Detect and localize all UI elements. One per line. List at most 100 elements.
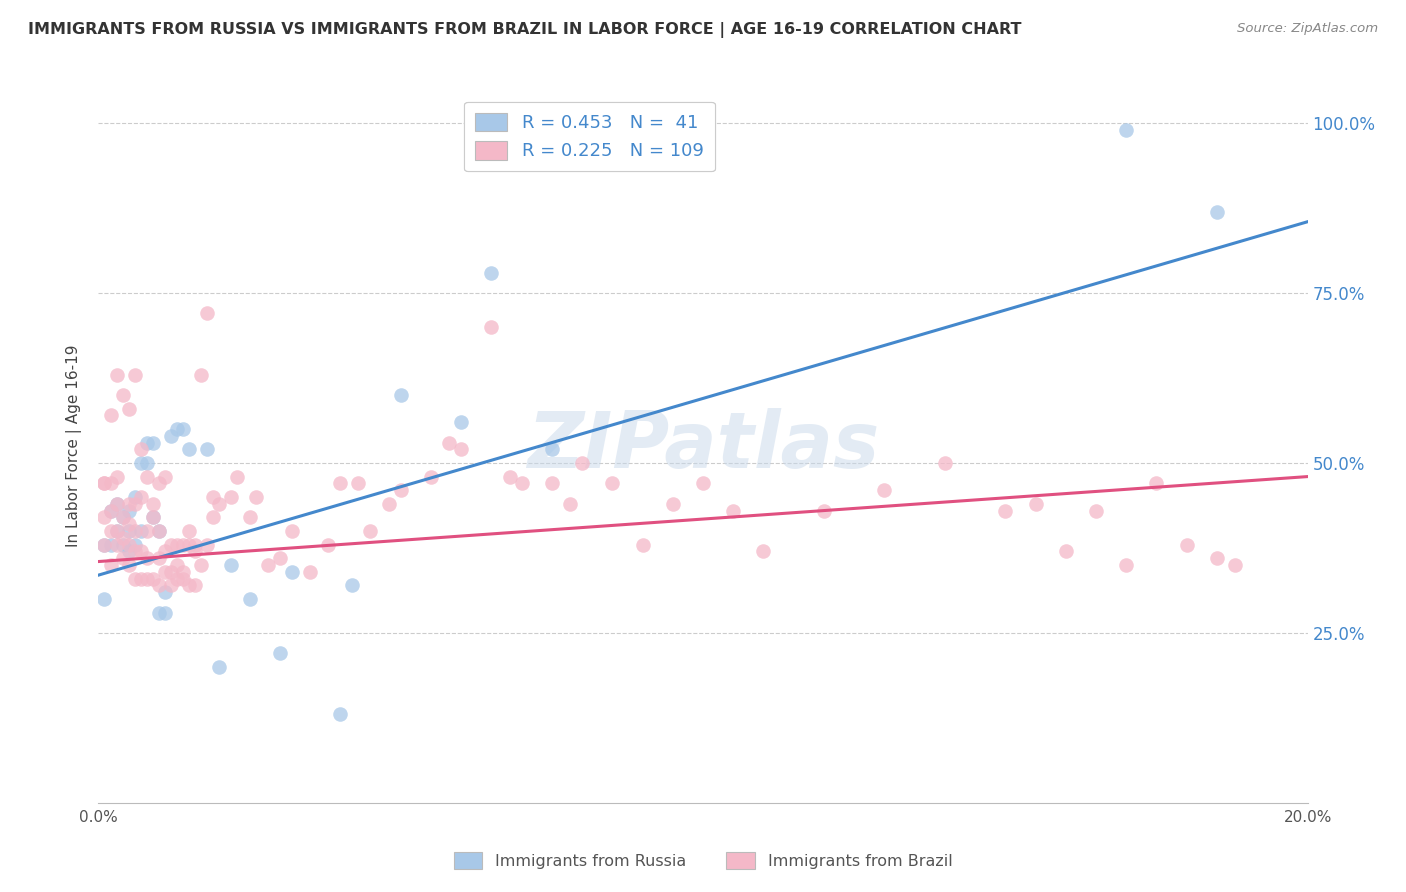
Point (558, 497, 581, 511)
Point (172, 572, 194, 586)
Point (202, 510, 225, 524)
Point (226, 469, 249, 483)
Point (342, 578, 364, 592)
Y-axis label: In Labor Force | Age 16-19: In Labor Force | Age 16-19 (66, 344, 83, 548)
Point (540, 476, 562, 491)
Point (93, 537, 115, 551)
Point (1024, 497, 1046, 511)
Point (148, 606, 170, 620)
Point (111, 510, 134, 524)
Point (1144, 476, 1167, 491)
Text: ZIPatlas: ZIPatlas (527, 408, 879, 484)
Point (631, 537, 654, 551)
Point (195, 442, 218, 457)
Point (105, 497, 128, 511)
Point (692, 476, 714, 491)
Point (118, 517, 141, 532)
Point (389, 388, 412, 402)
Point (148, 476, 170, 491)
Point (111, 531, 134, 545)
Point (269, 646, 291, 660)
Point (179, 537, 201, 551)
Point (510, 476, 533, 491)
Point (100, 524, 122, 538)
Point (1115, 123, 1137, 137)
Point (602, 476, 624, 491)
Point (166, 558, 188, 572)
Point (190, 558, 212, 572)
Point (118, 524, 141, 538)
Point (105, 368, 128, 382)
Point (752, 544, 775, 558)
Point (166, 422, 188, 436)
Point (105, 469, 128, 483)
Point (481, 266, 503, 280)
Point (184, 578, 207, 592)
Point (142, 572, 165, 586)
Point (172, 537, 194, 551)
Point (124, 368, 146, 382)
Point (129, 442, 152, 457)
Point (135, 551, 157, 566)
Point (166, 572, 188, 586)
Point (129, 490, 152, 504)
Point (160, 565, 183, 579)
Point (202, 490, 225, 504)
Point (111, 551, 134, 566)
Point (93, 476, 115, 491)
Point (93, 510, 115, 524)
Point (1223, 558, 1246, 572)
Point (281, 565, 304, 579)
Point (316, 537, 339, 551)
Point (93, 537, 115, 551)
Point (153, 585, 176, 599)
Point (135, 469, 157, 483)
Point (256, 558, 278, 572)
Point (93, 476, 115, 491)
Point (172, 565, 194, 579)
Point (994, 503, 1017, 517)
Point (148, 524, 170, 538)
Point (153, 606, 176, 620)
Point (100, 409, 122, 423)
Point (142, 435, 165, 450)
Point (377, 497, 399, 511)
Point (420, 469, 443, 483)
Point (118, 558, 141, 572)
Point (124, 572, 146, 586)
Legend: Immigrants from Russia, Immigrants from Brazil: Immigrants from Russia, Immigrants from … (447, 846, 959, 875)
Point (160, 429, 183, 443)
Point (299, 565, 322, 579)
Point (135, 572, 157, 586)
Legend: R = 0.453   N =  41, R = 0.225   N = 109: R = 0.453 N = 41, R = 0.225 N = 109 (464, 102, 714, 171)
Point (135, 435, 157, 450)
Point (245, 490, 267, 504)
Point (153, 544, 176, 558)
Point (195, 306, 218, 320)
Point (813, 503, 835, 517)
Point (148, 524, 170, 538)
Point (100, 503, 122, 517)
Point (221, 558, 243, 572)
Point (450, 415, 472, 429)
Point (481, 320, 503, 334)
Point (100, 558, 122, 572)
Point (269, 551, 291, 566)
Point (124, 537, 146, 551)
Point (105, 524, 128, 538)
Point (111, 388, 134, 402)
Point (873, 483, 896, 498)
Point (1175, 537, 1198, 551)
Text: Source: ZipAtlas.com: Source: ZipAtlas.com (1237, 22, 1378, 36)
Point (148, 551, 170, 566)
Point (1206, 551, 1229, 566)
Point (239, 591, 262, 606)
Point (105, 497, 128, 511)
Point (662, 497, 685, 511)
Point (329, 707, 352, 722)
Point (111, 537, 134, 551)
Point (184, 537, 207, 551)
Point (498, 469, 520, 483)
Point (129, 572, 152, 586)
Point (118, 497, 141, 511)
